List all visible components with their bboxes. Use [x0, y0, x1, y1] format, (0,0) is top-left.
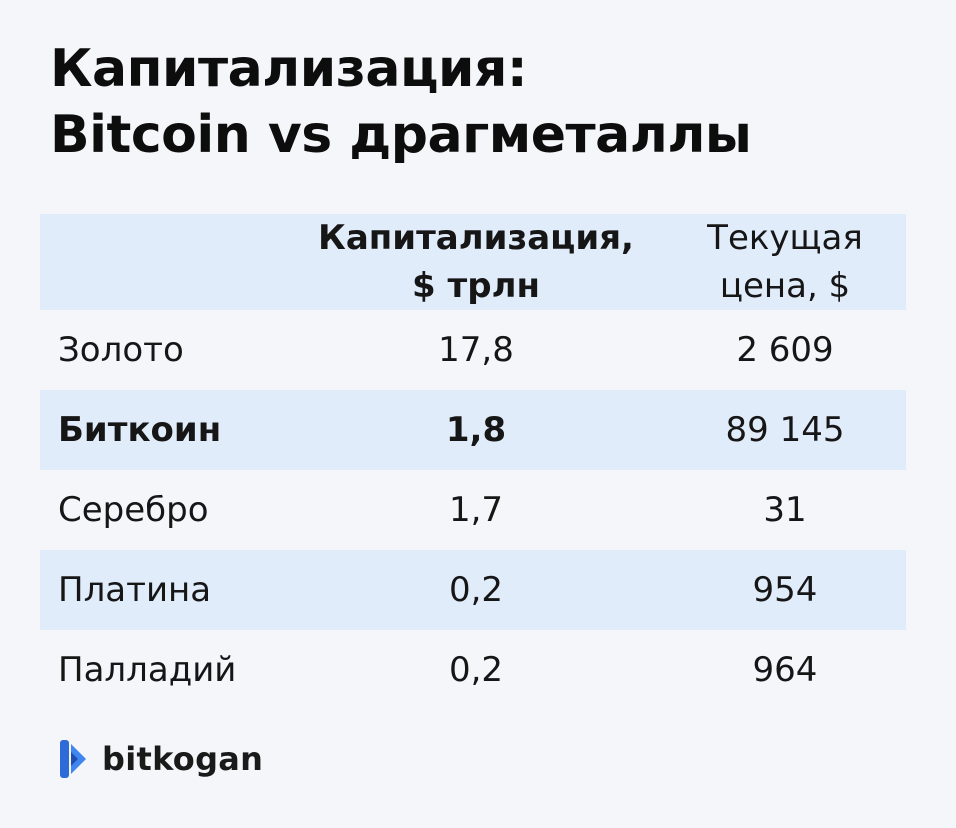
- column-header-price-line1: Текущая: [707, 218, 863, 258]
- table-row: Серебро 1,7 31: [40, 470, 906, 550]
- page-title: Капитализация: Bitcoin vs драгметаллы: [50, 36, 752, 168]
- column-header-capitalization-line1: Капитализация,: [318, 218, 634, 258]
- title-line-2: Bitcoin vs драгметаллы: [50, 105, 752, 165]
- title-line-1: Капитализация:: [50, 39, 528, 99]
- row-asset-name: Платина: [58, 570, 212, 610]
- row-price-value: 964: [752, 650, 818, 690]
- brand-name: bitkogan: [102, 740, 264, 778]
- row-capitalization-value: 0,2: [448, 650, 504, 690]
- row-asset-name: Биткоин: [58, 410, 222, 450]
- table-body: Золото 17,8 2 609 Биткоин 1,8 89 145 Серебро 1,…: [40, 310, 906, 710]
- row-asset-name: Серебро: [58, 490, 209, 530]
- table-header-row: Капитализация, $ трлн Текущая цена, $: [40, 214, 906, 310]
- brand: bitkogan: [58, 738, 263, 780]
- column-header-capitalization: Капитализация, $ трлн: [318, 214, 634, 310]
- row-capitalization-value: 0,2: [448, 570, 504, 610]
- table-row: Палладий 0,2 964: [40, 630, 906, 710]
- row-asset-name: Палладий: [58, 650, 237, 690]
- row-price-value: 954: [752, 570, 818, 610]
- row-capitalization-value: 17,8: [438, 330, 514, 370]
- table-row: Платина 0,2 954: [40, 550, 906, 630]
- row-price-value: 31: [763, 490, 807, 530]
- column-header-price-line2: цена, $: [719, 266, 851, 306]
- row-capitalization-value: 1,7: [448, 490, 504, 530]
- row-asset-name: Золото: [58, 330, 184, 370]
- capitalization-table: Капитализация, $ трлн Текущая цена, $ Зо…: [40, 214, 906, 710]
- row-capitalization-value: 1,8: [445, 410, 507, 450]
- bitkogan-logo-icon: [60, 740, 86, 778]
- column-header-price: Текущая цена, $: [707, 214, 863, 310]
- table-row: Биткоин 1,8 89 145: [40, 390, 906, 470]
- column-header-capitalization-line2: $ трлн: [412, 266, 540, 306]
- row-price-value: 89 145: [725, 410, 845, 450]
- row-price-value: 2 609: [736, 330, 834, 370]
- table-row: Золото 17,8 2 609: [40, 310, 906, 390]
